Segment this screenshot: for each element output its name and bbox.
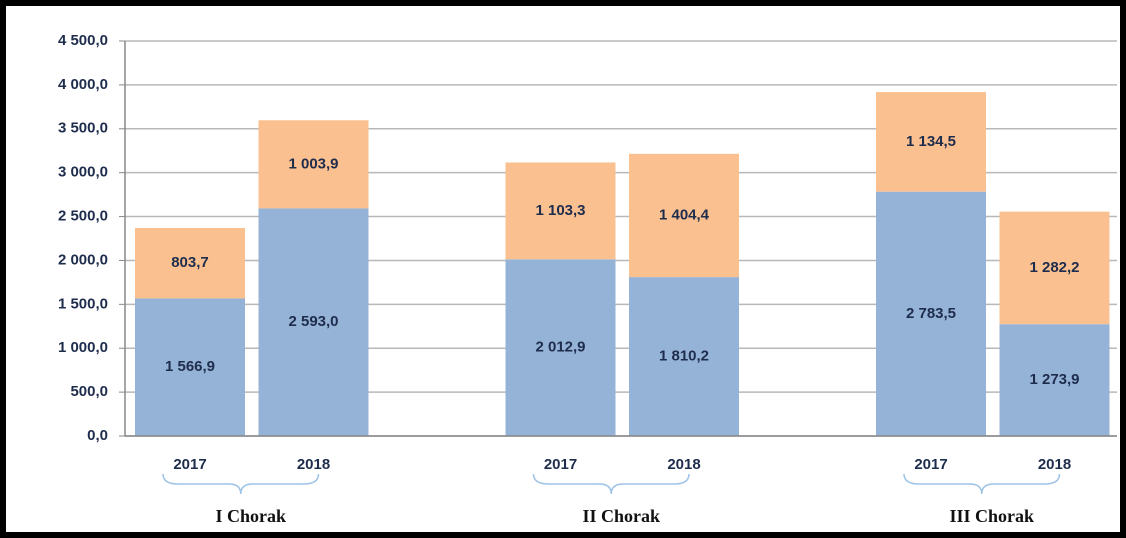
group-label: I Chorak xyxy=(215,506,286,526)
y-tick-label: 2 000,0 xyxy=(58,251,108,268)
y-tick-label: 2 500,0 xyxy=(58,208,108,225)
y-tick-label: 3 000,0 xyxy=(58,164,108,181)
x-tick-label: 2018 xyxy=(667,456,700,473)
value-label: 1 103,3 xyxy=(535,202,585,219)
bar-segment xyxy=(505,162,616,260)
bar-segment xyxy=(629,277,739,436)
x-tick-label: 2018 xyxy=(297,456,330,473)
group-label: III Chorak xyxy=(949,506,1034,526)
bar-segment xyxy=(876,191,986,436)
value-label: 1 003,9 xyxy=(288,155,338,172)
value-label: 2 593,0 xyxy=(288,313,338,330)
brace xyxy=(532,473,690,495)
value-label: 1 566,9 xyxy=(165,358,215,375)
group-label: II Chorak xyxy=(582,506,660,526)
bar-segment xyxy=(629,153,739,278)
value-label: 1 273,9 xyxy=(1029,371,1079,388)
y-tick-label: 4 000,0 xyxy=(58,76,108,93)
value-label: 1 810,2 xyxy=(659,348,709,365)
brace xyxy=(903,473,1061,495)
bar-segment xyxy=(135,298,245,436)
bar-segment xyxy=(505,259,616,436)
value-label: 2 012,9 xyxy=(535,339,585,356)
x-tick-label: 2017 xyxy=(544,456,577,473)
bar-segment xyxy=(999,324,1110,436)
value-label: 1 404,4 xyxy=(659,206,710,223)
bar-segment xyxy=(876,92,986,192)
x-tick-label: 2018 xyxy=(1038,456,1071,473)
x-tick-label: 2017 xyxy=(173,456,206,473)
value-label: 803,7 xyxy=(171,254,209,271)
bar-segment xyxy=(258,120,369,209)
value-label: 1 282,2 xyxy=(1029,259,1079,276)
x-tick-label: 2017 xyxy=(914,456,947,473)
y-tick-label: 1 000,0 xyxy=(58,339,108,356)
y-tick-label: 3 500,0 xyxy=(58,120,108,137)
bar-segment xyxy=(999,211,1110,325)
bar-segment xyxy=(258,208,369,436)
value-label: 1 134,5 xyxy=(906,133,956,150)
brace xyxy=(162,473,320,495)
y-tick-label: 0,0 xyxy=(87,427,108,444)
y-tick-label: 4 500,0 xyxy=(58,32,108,49)
y-tick-label: 1 500,0 xyxy=(58,295,108,312)
bar-segment xyxy=(135,227,245,299)
y-tick-label: 500,0 xyxy=(70,383,108,400)
value-label: 2 783,5 xyxy=(906,305,956,322)
